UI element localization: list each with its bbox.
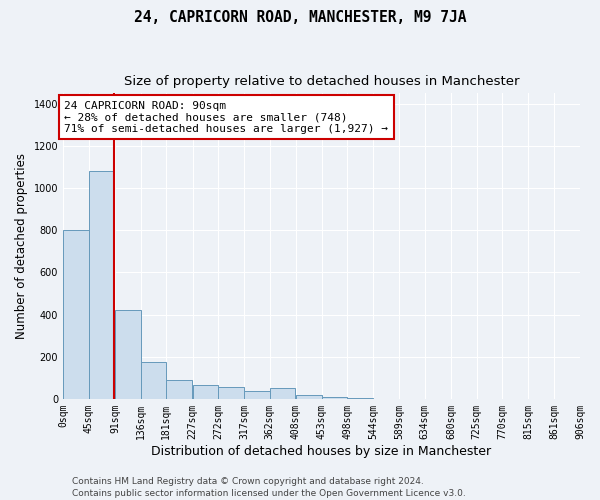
Text: Contains HM Land Registry data © Crown copyright and database right 2024.
Contai: Contains HM Land Registry data © Crown c… [72,476,466,498]
Bar [89,172,115,399]
Bar [347,398,373,399]
Bar [244,392,269,399]
Title: Size of property relative to detached houses in Manchester: Size of property relative to detached ho… [124,75,519,88]
Bar [140,362,166,399]
Bar [63,230,89,399]
Bar [322,397,347,399]
Bar [166,380,192,399]
X-axis label: Distribution of detached houses by size in Manchester: Distribution of detached houses by size … [151,444,491,458]
Bar [296,394,322,399]
Bar [269,388,295,399]
Text: 24 CAPRICORN ROAD: 90sqm
← 28% of detached houses are smaller (748)
71% of semi-: 24 CAPRICORN ROAD: 90sqm ← 28% of detach… [64,100,388,134]
Y-axis label: Number of detached properties: Number of detached properties [15,153,28,339]
Bar [115,310,140,399]
Bar [193,385,218,399]
Text: 24, CAPRICORN ROAD, MANCHESTER, M9 7JA: 24, CAPRICORN ROAD, MANCHESTER, M9 7JA [134,10,466,25]
Bar [218,387,244,399]
